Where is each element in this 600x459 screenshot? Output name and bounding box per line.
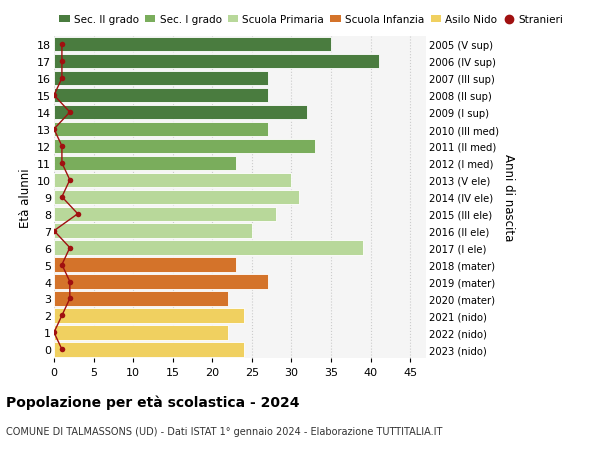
Point	[57, 143, 67, 150]
Bar	[54, 106, 307, 120]
Bar	[54, 72, 268, 86]
Bar	[54, 325, 228, 340]
Text: COMUNE DI TALMASSONS (UD) - Dati ISTAT 1° gennaio 2024 - Elaborazione TUTTITALIA: COMUNE DI TALMASSONS (UD) - Dati ISTAT 1…	[6, 426, 442, 436]
Y-axis label: Età alunni: Età alunni	[19, 168, 32, 227]
Bar	[54, 55, 379, 69]
Bar	[54, 207, 275, 221]
Point	[49, 228, 59, 235]
Bar	[54, 275, 268, 289]
Point	[65, 109, 74, 117]
Point	[57, 346, 67, 353]
Point	[49, 329, 59, 336]
Point	[57, 160, 67, 167]
Bar	[54, 241, 362, 255]
Bar	[54, 123, 268, 137]
Point	[49, 92, 59, 100]
Text: Popolazione per età scolastica - 2024: Popolazione per età scolastica - 2024	[6, 395, 299, 409]
Point	[57, 312, 67, 319]
Y-axis label: Anni di nascita: Anni di nascita	[502, 154, 515, 241]
Point	[65, 177, 74, 184]
Point	[73, 211, 83, 218]
Point	[57, 75, 67, 83]
Bar	[54, 190, 299, 205]
Point	[65, 295, 74, 302]
Bar	[54, 38, 331, 52]
Bar	[54, 258, 236, 272]
Legend: Sec. II grado, Sec. I grado, Scuola Primaria, Scuola Infanzia, Asilo Nido, Stran: Sec. II grado, Sec. I grado, Scuola Prim…	[59, 15, 563, 25]
Point	[57, 194, 67, 201]
Point	[49, 126, 59, 134]
Point	[65, 245, 74, 252]
Point	[57, 58, 67, 66]
Bar	[54, 157, 236, 171]
Bar	[54, 342, 244, 357]
Bar	[54, 308, 244, 323]
Bar	[54, 173, 292, 188]
Point	[57, 261, 67, 269]
Point	[57, 41, 67, 49]
Bar	[54, 89, 268, 103]
Bar	[54, 291, 228, 306]
Bar	[54, 224, 252, 238]
Point	[65, 278, 74, 285]
Bar	[54, 140, 315, 154]
